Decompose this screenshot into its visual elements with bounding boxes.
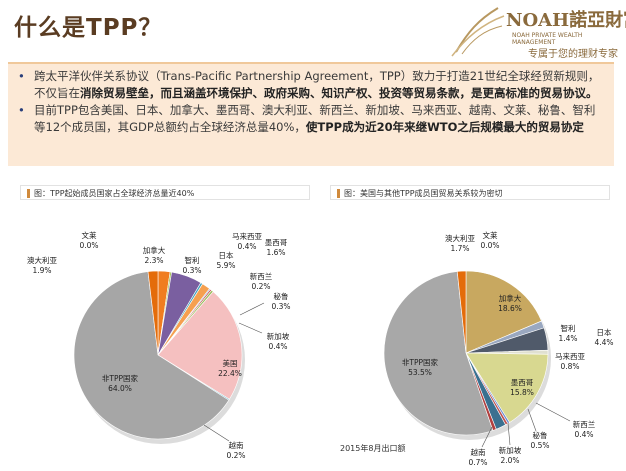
slice-value-label: 1.4% — [558, 334, 577, 343]
slice-label: 非TPP国家 — [402, 357, 439, 367]
slice-label: 马来西亚 — [555, 352, 585, 361]
slice-value-label: 0.3% — [182, 266, 201, 275]
caption-marker — [27, 189, 30, 198]
bullet-dot-icon: • — [18, 69, 25, 83]
bullet-item-2: • 目前TPP包含美国、日本、加拿大、墨西哥、澳大利亚、新西兰、新加坡、马来西亚… — [18, 102, 606, 136]
slice-label: 新西兰 — [573, 419, 596, 429]
bullet-item-1: • 跨太平洋伙伴关系协议（Trans-Pacific Partnership A… — [18, 68, 606, 102]
slice-label: 新西兰 — [250, 271, 273, 281]
slice-value-label: 0.8% — [560, 362, 579, 371]
pie-slice — [465, 270, 542, 354]
slice-label: 智利 — [185, 255, 200, 265]
leader-line — [203, 424, 230, 442]
page-title: 什么是TPP？ — [14, 15, 163, 41]
bullet-2-bold: 使TPP成为近20年来继WTO之后规模最大的贸易协定 — [305, 120, 584, 134]
bullet-dot-icon: • — [18, 103, 25, 117]
bullet-2-text: 目前TPP包含美国、日本、加拿大、墨西哥、澳大利亚、新西兰、新加坡、马来西亚、越… — [34, 103, 596, 134]
slice-value-label: 1.9% — [32, 266, 51, 275]
slice-label: 美国 — [223, 358, 238, 368]
right-chart-caption-text: 图：美国与其他TPP成员国贸易关系较为密切 — [344, 189, 503, 198]
caption-marker — [337, 189, 340, 198]
slice-label: 加拿大 — [499, 293, 522, 303]
slice-value-label: 0.2% — [226, 451, 245, 460]
right-chart-caption: 图：美国与其他TPP成员国贸易关系较为密切 — [330, 185, 610, 200]
left-chart-caption: 图：TPP起始成员国家占全球经济总量近40% — [20, 185, 310, 200]
pie-slice — [465, 352, 549, 423]
slice-label: 秘鲁 — [274, 291, 289, 301]
slice-label: 马来西亚 — [232, 232, 262, 241]
slice-value-label: 5.9% — [216, 261, 235, 270]
bullet-1-bold: 消除贸易壁垒，而且涵盖环境保护、政府采购、知识产权、投资等贸易条款，是更高标准的… — [80, 86, 598, 100]
slice-value-label: 0.4% — [268, 342, 287, 351]
slice-label: 日本 — [219, 250, 234, 260]
slice-label: 澳大利亚 — [27, 255, 57, 265]
slice-label: 文莱 — [82, 230, 97, 240]
slice-value-label: 64.0% — [108, 384, 132, 393]
pie-slice — [383, 271, 494, 436]
slice-value-label: 18.6% — [498, 304, 522, 313]
pie-slice — [147, 270, 159, 356]
slice-label: 日本 — [597, 327, 612, 337]
slice-value-label: 0.3% — [271, 302, 290, 311]
intro-box: • 跨太平洋伙伴关系协议（Trans-Pacific Partnership A… — [8, 62, 614, 166]
slice-value-label: 0.4% — [574, 430, 593, 439]
noah-logo-emblem — [451, 7, 505, 57]
slice-value-label: 0.2% — [251, 282, 270, 291]
slice-label: 新加坡 — [499, 445, 522, 455]
pie-slice — [73, 271, 230, 440]
slice-value-label: 2.3% — [144, 256, 163, 265]
leader-line — [481, 426, 493, 448]
slice-value-label: 0.5% — [530, 441, 549, 450]
slice-label: 墨西哥 — [511, 378, 534, 387]
leader-line — [239, 302, 265, 316]
leader-line — [527, 408, 537, 432]
pie-slice — [456, 270, 467, 354]
slice-label: 墨西哥 — [265, 238, 288, 247]
chart-footnote: 2015年8月出口额 — [340, 444, 406, 453]
slice-label: 智利 — [561, 323, 576, 333]
slice-value-label: 2.0% — [500, 456, 519, 465]
noah-logo: NOAH諾亞財富 NOAH PRIVATE WEALTH MANAGEMENT … — [448, 2, 626, 62]
slice-label: 文莱 — [483, 230, 498, 240]
leader-line — [507, 422, 511, 446]
logo-sub: NOAH PRIVATE WEALTH MANAGEMENT — [512, 32, 583, 46]
slice-label: 加拿大 — [143, 245, 166, 255]
slice-label: 越南 — [229, 440, 244, 450]
left-chart-caption-text: 图：TPP起始成员国家占全球经济总量近40% — [34, 189, 195, 198]
bullet-1-text: 跨太平洋伙伴关系协议（Trans-Pacific Partnership Agr… — [34, 69, 600, 100]
logo-slogan: 专属于您的理财专家 — [528, 49, 618, 60]
slice-value-label: 0.7% — [468, 458, 487, 467]
slice-label: 秘鲁 — [533, 430, 548, 440]
slice-value-label: 4.4% — [594, 338, 613, 347]
slice-value-label: 22.4% — [218, 369, 242, 378]
slice-value-label: 1.6% — [266, 248, 285, 257]
slice-value-label: 1.7% — [450, 244, 469, 253]
slice-value-label: 0.0% — [79, 241, 98, 250]
slice-label: 非TPP国家 — [102, 373, 139, 383]
slice-value-label: 15.8% — [510, 388, 534, 397]
slice-label: 越南 — [471, 447, 486, 457]
leader-line — [238, 322, 263, 334]
pie-slice — [157, 291, 243, 400]
slice-value-label: 0.0% — [480, 241, 499, 250]
logo-brand: NOAH諾亞財富 — [506, 10, 626, 31]
slice-label: 新加坡 — [267, 331, 290, 341]
slice-value-label: 0.4% — [237, 242, 256, 251]
leader-line — [535, 402, 571, 422]
slice-value-label: 53.5% — [408, 368, 432, 377]
slice-label: 澳大利亚 — [445, 233, 475, 243]
